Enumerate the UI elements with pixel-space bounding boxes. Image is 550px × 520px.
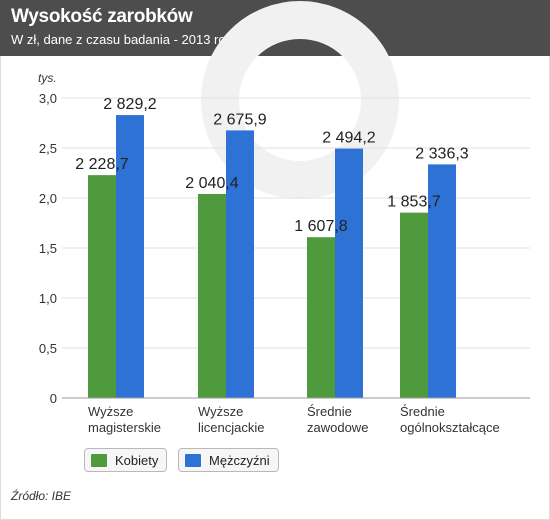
x-axis-labels: WyższemagisterskieWyższelicencjackieŚred… xyxy=(88,404,500,435)
y-tick-label: 1,0 xyxy=(39,291,57,306)
data-label: 2 494,2 xyxy=(322,130,375,147)
x-tick-label: licencjackie xyxy=(198,420,264,435)
x-tick-label: Średnie xyxy=(400,404,445,419)
y-tick-label: 2,0 xyxy=(39,191,57,206)
bar-kobiety xyxy=(400,212,428,398)
legend-swatch-mezczyzni xyxy=(185,453,201,467)
bar-mezczyzni xyxy=(116,115,144,398)
data-label: 1 853,7 xyxy=(387,194,440,211)
data-label: 2 040,4 xyxy=(185,175,238,192)
bar-kobiety xyxy=(88,175,116,398)
x-tick-label: Średnie xyxy=(307,404,352,419)
y-axis-ticks: 0 0,5 1,0 1,5 2,0 2,5 3,0 xyxy=(39,91,57,406)
x-tick-label: magisterskie xyxy=(88,420,161,435)
bar-mezczyzni xyxy=(428,164,456,398)
bar-mezczyzni xyxy=(335,148,363,398)
data-label: 2 829,2 xyxy=(103,96,156,113)
y-tick-label: 0,5 xyxy=(39,341,57,356)
chart-title: Wysokość zarobków xyxy=(11,6,193,27)
chart-subtitle: W zł, dane z czasu badania - 2013 rok xyxy=(11,32,233,47)
x-tick-label: ogólnokształcące xyxy=(400,420,500,435)
bar-kobiety xyxy=(198,193,226,398)
watermark xyxy=(201,1,399,199)
y-tick-label: 2,5 xyxy=(39,141,57,156)
legend-item-kobiety[interactable]: Kobiety xyxy=(84,448,168,472)
y-tick-label: 1,5 xyxy=(39,241,57,256)
bars xyxy=(88,115,456,398)
x-tick-label: Wyższe xyxy=(88,404,133,419)
data-label: 1 607,8 xyxy=(294,218,347,235)
legend-label-kobiety: Kobiety xyxy=(115,452,159,468)
x-tick-label: Wyższe xyxy=(198,404,243,419)
y-tick-label: 3,0 xyxy=(39,91,57,106)
legend-label-mezczyzni: Mężczyźni xyxy=(209,452,270,468)
y-axis-unit: tys. xyxy=(38,71,57,85)
bar-mezczyzni xyxy=(226,130,254,398)
x-tick-label: zawodowe xyxy=(307,420,368,435)
source-note: Źródło: IBE xyxy=(11,489,72,503)
y-tick-label: 0 xyxy=(50,391,57,406)
legend-swatch-kobiety xyxy=(91,453,107,467)
bar-kobiety xyxy=(307,237,335,398)
data-label: 2 675,9 xyxy=(213,111,266,128)
legend-item-mezczyzni[interactable]: Mężczyźni xyxy=(178,448,279,472)
data-labels: 2 228,7 2 829,2 2 040,4 2 675,9 1 607,8 2 494… xyxy=(75,96,468,235)
data-label: 2 228,7 xyxy=(75,156,128,173)
data-label: 2 336,3 xyxy=(415,145,468,162)
